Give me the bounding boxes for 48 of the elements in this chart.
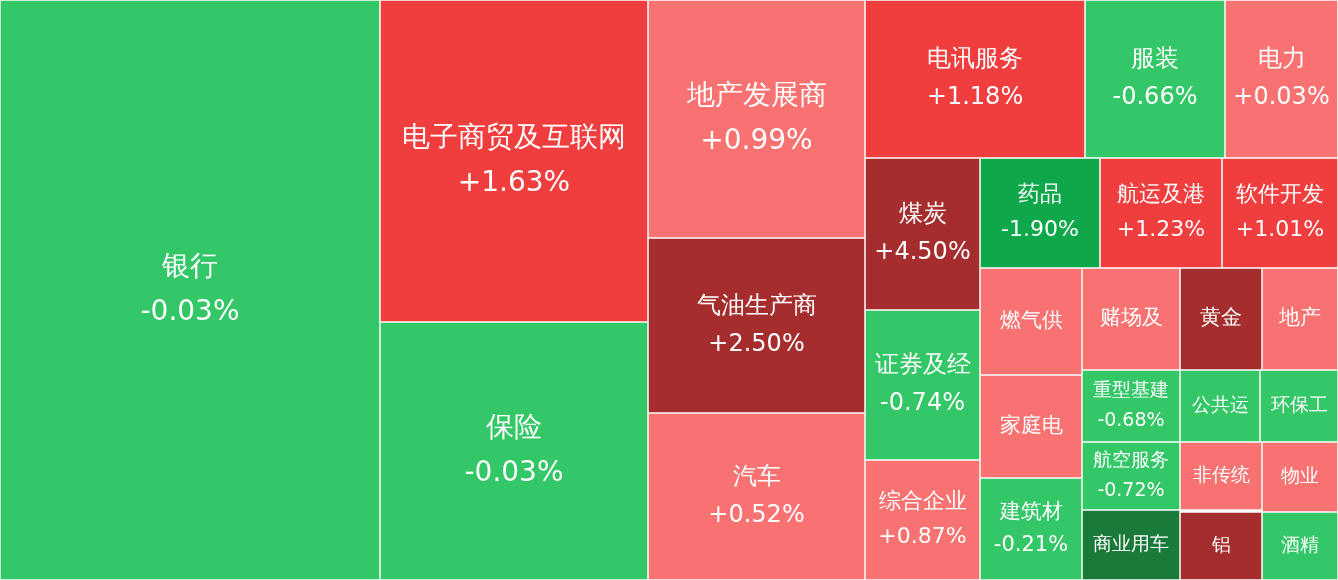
category-label: 电子商贸及互联网 <box>402 119 626 153</box>
data-label: -0.68% <box>1097 408 1165 431</box>
data-label: -0.21% <box>993 532 1069 557</box>
category-label: 建筑材 <box>998 498 1063 523</box>
category-label: 证券及经 <box>874 350 971 379</box>
category-label: 保险 <box>486 409 542 443</box>
category-label: 重型基建 <box>1093 377 1169 400</box>
category-label: 服装 <box>1131 44 1179 73</box>
category-label: 煤炭 <box>898 199 947 228</box>
category-label: 电力 <box>1257 44 1306 73</box>
category-label: 家庭电 <box>999 412 1063 437</box>
category-label: 赌场及 <box>1099 305 1163 330</box>
data-label: -0.03% <box>464 454 564 488</box>
data-label: -0.66% <box>1112 82 1198 111</box>
category-label: 地产 <box>1278 305 1321 330</box>
category-label: 商业用车 <box>1093 531 1169 554</box>
category-label: 环保工 <box>1270 392 1328 415</box>
category-label: 物业 <box>1281 463 1319 486</box>
data-label: +1.23% <box>1116 216 1206 242</box>
data-label: +1.63% <box>457 164 571 198</box>
data-label: -0.03% <box>140 293 240 327</box>
data-label: +4.50% <box>874 237 971 266</box>
category-label: 航运及港 <box>1117 181 1205 207</box>
category-label: 汽车 <box>732 461 781 490</box>
data-label: +0.52% <box>708 499 805 528</box>
data-label: -0.72% <box>1097 478 1165 501</box>
category-label: 银行 <box>161 248 218 282</box>
category-label: 药品 <box>1018 181 1062 207</box>
data-label: -1.90% <box>1001 216 1079 242</box>
data-label: +1.18% <box>926 82 1024 111</box>
data-label: -0.74% <box>880 388 965 417</box>
category-label: 气油生产商 <box>696 290 817 319</box>
category-label: 综合企业 <box>878 488 967 514</box>
data-label: +0.87% <box>878 523 967 549</box>
category-label: 酒精 <box>1281 532 1319 555</box>
category-label: 软件开发 <box>1236 181 1324 207</box>
data-label: +1.01% <box>1235 216 1325 242</box>
category-label: 非传统 <box>1192 462 1250 485</box>
data-label: +0.99% <box>700 122 813 156</box>
category-label: 地产发展商 <box>685 77 827 111</box>
category-label: 航空服务 <box>1093 447 1169 470</box>
data-label: +0.03% <box>1233 82 1330 111</box>
category-label: 黄金 <box>1200 305 1242 330</box>
category-label: 电讯服务 <box>927 44 1023 73</box>
category-label: 燃气供 <box>999 307 1063 332</box>
category-label: 铝 <box>1210 532 1231 555</box>
category-label: 公共运 <box>1191 392 1249 415</box>
data-label: +2.50% <box>708 328 805 357</box>
